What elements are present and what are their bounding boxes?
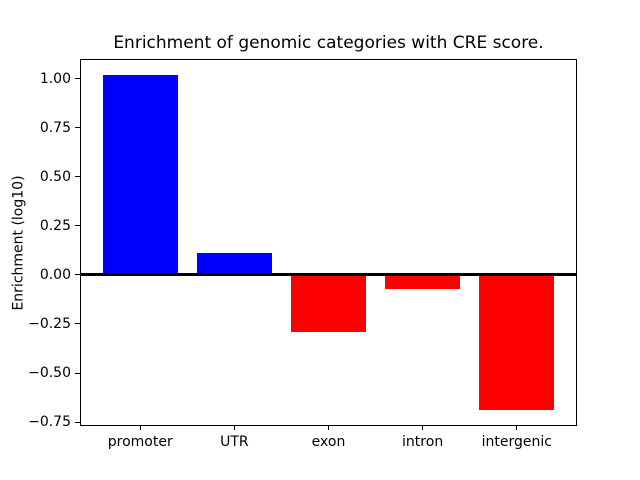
bar-exon: [290, 274, 367, 332]
y-tick-label: −0.75: [28, 414, 71, 431]
x-tick-label-exon: exon: [311, 434, 346, 450]
x-tick-mark: [328, 426, 329, 430]
y-tick-label: −0.25: [28, 315, 71, 332]
x-tick-mark: [233, 426, 235, 430]
bar-promoter: [102, 74, 178, 275]
x-tick-mark: [139, 426, 141, 430]
y-tick-mark: [75, 78, 80, 80]
y-tick-mark: [75, 372, 80, 374]
bar-intron: [384, 274, 461, 289]
bar-UTR: [196, 253, 273, 275]
y-tick-mark: [75, 274, 80, 276]
bar-intergenic: [479, 274, 555, 411]
y-tick-mark: [75, 225, 80, 227]
y-tick-label: 0.25: [39, 217, 71, 234]
x-tick-mark: [516, 426, 518, 430]
y-tick-label: 0.75: [39, 119, 71, 136]
y-tick-label: −0.50: [28, 365, 71, 381]
x-tick-label-intergenic: intergenic: [481, 434, 552, 450]
y-tick-label: 0.50: [39, 168, 71, 185]
y-tick-mark: [75, 127, 80, 129]
chart-title: Enrichment of genomic categories with CR…: [113, 33, 544, 53]
x-tick-label-promoter: promoter: [107, 434, 173, 450]
y-tick-label: 0.00: [39, 266, 71, 283]
x-tick-mark: [422, 426, 424, 430]
y-tick-mark: [75, 176, 80, 178]
zero-line: [80, 273, 577, 277]
y-tick-label: 1.00: [39, 70, 71, 87]
x-tick-label-intron: intron: [402, 434, 444, 450]
x-tick-label-UTR: UTR: [220, 434, 249, 450]
y-tick-mark: [75, 323, 80, 325]
y-tick-mark: [75, 421, 80, 423]
